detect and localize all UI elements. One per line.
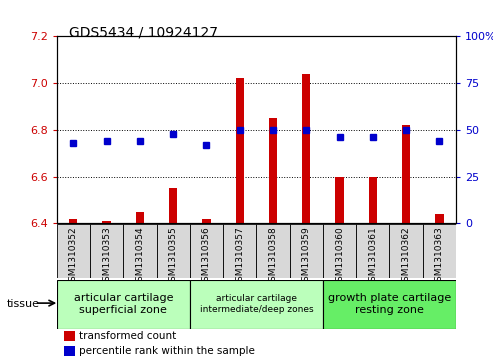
Text: growth plate cartilage
resting zone: growth plate cartilage resting zone <box>328 293 451 315</box>
Bar <box>190 224 223 278</box>
Text: tissue: tissue <box>6 299 39 309</box>
Bar <box>190 280 323 329</box>
Bar <box>169 188 177 223</box>
Bar <box>269 118 277 223</box>
Text: GSM1310352: GSM1310352 <box>69 227 78 287</box>
Bar <box>290 224 323 278</box>
Bar <box>57 224 90 278</box>
Bar <box>323 224 356 278</box>
Text: transformed count: transformed count <box>79 331 176 341</box>
Bar <box>423 224 456 278</box>
Text: GSM1310360: GSM1310360 <box>335 227 344 287</box>
Text: GSM1310353: GSM1310353 <box>102 227 111 287</box>
Bar <box>90 224 123 278</box>
Bar <box>136 212 144 223</box>
Bar <box>123 224 157 278</box>
Text: GSM1310357: GSM1310357 <box>235 227 244 287</box>
Text: articular cartilage
superficial zone: articular cartilage superficial zone <box>73 293 173 315</box>
Bar <box>256 224 290 278</box>
Text: GSM1310361: GSM1310361 <box>368 227 377 287</box>
Bar <box>223 224 256 278</box>
Text: percentile rank within the sample: percentile rank within the sample <box>79 346 255 356</box>
Bar <box>157 224 190 278</box>
Bar <box>335 176 344 223</box>
Text: GSM1310363: GSM1310363 <box>435 227 444 287</box>
Bar <box>369 176 377 223</box>
Bar <box>302 74 311 223</box>
Bar <box>202 219 211 223</box>
Bar <box>356 224 389 278</box>
Bar <box>323 280 456 329</box>
Text: articular cartilage
intermediate/deep zones: articular cartilage intermediate/deep zo… <box>200 294 313 314</box>
Text: GSM1310359: GSM1310359 <box>302 227 311 287</box>
Text: GSM1310362: GSM1310362 <box>402 227 411 287</box>
Text: GSM1310355: GSM1310355 <box>169 227 177 287</box>
Text: GSM1310354: GSM1310354 <box>136 227 144 287</box>
Text: GSM1310356: GSM1310356 <box>202 227 211 287</box>
Bar <box>402 125 410 223</box>
Text: GSM1310358: GSM1310358 <box>269 227 278 287</box>
Bar <box>103 221 111 223</box>
Text: GDS5434 / 10924127: GDS5434 / 10924127 <box>69 25 218 40</box>
Bar <box>69 219 77 223</box>
Bar <box>435 214 444 223</box>
Bar <box>57 280 190 329</box>
Bar <box>236 78 244 223</box>
Bar <box>389 224 423 278</box>
